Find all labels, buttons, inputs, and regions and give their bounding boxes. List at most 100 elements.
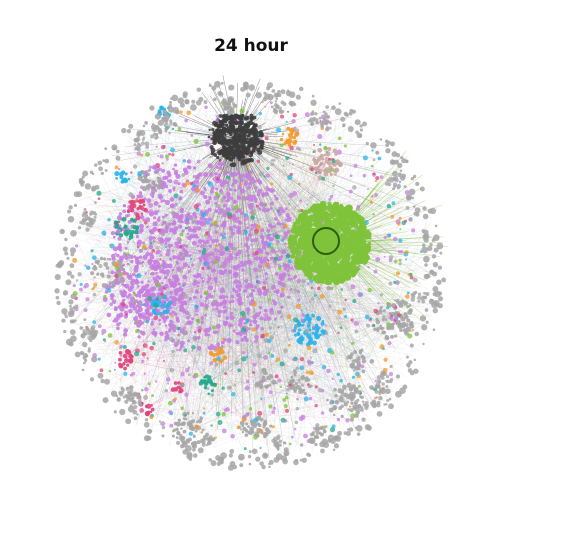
edge (130, 332, 153, 398)
edge (299, 108, 326, 164)
edge (215, 266, 278, 272)
node (137, 335, 141, 339)
node (102, 296, 108, 302)
node (182, 274, 188, 280)
edge (351, 300, 387, 324)
edge (247, 284, 416, 319)
edge (204, 254, 272, 372)
node (204, 303, 209, 309)
node (276, 239, 280, 244)
edge (124, 359, 210, 433)
node (169, 295, 173, 300)
node (170, 243, 174, 247)
node (152, 240, 156, 243)
edge (180, 331, 313, 375)
node (254, 186, 258, 190)
node (139, 214, 145, 220)
node (192, 211, 197, 217)
edge (204, 254, 345, 336)
node (350, 413, 356, 419)
node (248, 181, 253, 186)
node (129, 254, 134, 260)
edge (207, 137, 237, 342)
edge (154, 385, 266, 432)
node (361, 369, 366, 374)
node (168, 257, 173, 261)
edge (207, 276, 360, 404)
node (317, 165, 321, 169)
node (240, 178, 244, 183)
node (119, 171, 124, 177)
node (233, 205, 239, 211)
edge (235, 136, 291, 319)
edge (254, 192, 269, 429)
edge (200, 162, 326, 262)
edge (149, 179, 226, 240)
node (264, 427, 270, 432)
node (228, 188, 233, 192)
edge (78, 216, 146, 301)
edge (144, 259, 268, 301)
node (219, 301, 224, 307)
node (235, 252, 239, 257)
node (114, 273, 119, 278)
edge (186, 254, 206, 436)
node (396, 320, 401, 325)
edge (190, 252, 206, 256)
node (266, 187, 270, 192)
node (207, 135, 211, 139)
node (127, 229, 132, 234)
node (243, 260, 249, 266)
node (243, 181, 249, 187)
edge (125, 227, 135, 308)
edge (204, 254, 376, 402)
node (287, 138, 291, 142)
edge (96, 340, 311, 343)
node (151, 286, 157, 291)
node (116, 322, 120, 327)
node (199, 295, 203, 299)
node (161, 262, 166, 267)
node (149, 272, 153, 276)
node (186, 165, 190, 169)
node (147, 280, 150, 283)
node (252, 179, 257, 184)
node (261, 240, 267, 246)
node (164, 335, 168, 339)
edge (145, 373, 210, 409)
node (323, 172, 329, 177)
edge (217, 354, 242, 411)
node (157, 288, 161, 292)
node (246, 137, 249, 140)
node (187, 437, 192, 442)
node (264, 240, 268, 244)
edge (75, 322, 126, 361)
edge (144, 256, 321, 301)
node (207, 276, 212, 281)
node (172, 167, 175, 171)
edge (124, 359, 363, 407)
node (281, 132, 285, 136)
node (135, 197, 139, 201)
node (119, 290, 123, 294)
edge (329, 182, 402, 244)
edge (203, 197, 206, 256)
edge (183, 180, 284, 338)
node (193, 279, 198, 284)
node (193, 330, 197, 334)
node (156, 262, 161, 266)
node (204, 332, 209, 337)
node (126, 210, 130, 213)
node (183, 170, 189, 175)
edge (194, 136, 291, 333)
node (250, 238, 255, 243)
node (362, 173, 367, 178)
node (203, 186, 207, 190)
node (179, 189, 184, 194)
node (124, 172, 128, 176)
node (184, 118, 188, 123)
edge (182, 292, 416, 301)
edge (223, 296, 311, 355)
node (316, 315, 322, 322)
node (135, 234, 140, 239)
